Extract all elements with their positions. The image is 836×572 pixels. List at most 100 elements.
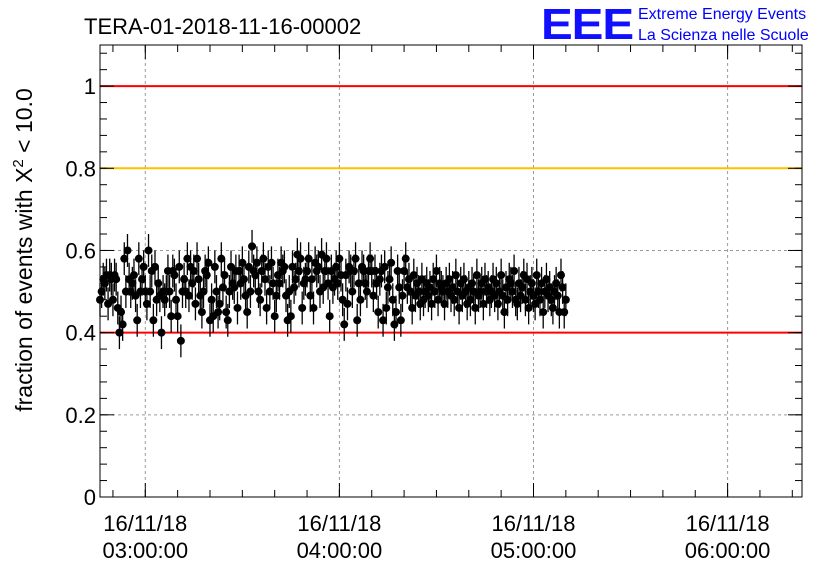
data-point [322, 254, 331, 263]
data-point [233, 303, 242, 312]
data-point [382, 303, 391, 312]
data-point [398, 291, 407, 300]
y-axis-title: fraction of events with X2 < 10.0 [10, 88, 37, 412]
x-tick-date: 16/11/18 [103, 511, 187, 536]
data-point [144, 246, 153, 255]
data-point [134, 254, 143, 263]
data-point [388, 295, 397, 304]
data-point [275, 279, 284, 288]
x-tick-date: 16/11/18 [297, 511, 381, 536]
data-point [508, 287, 517, 296]
data-point [193, 254, 202, 263]
data-point [380, 262, 389, 271]
data-point [248, 242, 257, 251]
data-point [150, 262, 159, 271]
data-point [197, 308, 206, 317]
data-point [142, 299, 151, 308]
data-point [294, 267, 303, 275]
data-point [149, 316, 158, 325]
data-point [500, 308, 509, 317]
x-tick-time: 05:00:00 [491, 538, 577, 563]
x-tick-date: 16/11/18 [491, 511, 575, 536]
data-point [254, 287, 263, 296]
y-tick-label: 1 [84, 74, 96, 99]
data-point [220, 271, 229, 280]
data-point [202, 271, 211, 280]
x-tick-time: 06:00:00 [685, 538, 771, 563]
x-tick-date: 16/11/18 [686, 511, 770, 536]
data-point [503, 295, 512, 304]
data-point [440, 299, 449, 308]
data-point [194, 275, 203, 284]
data-point [492, 279, 501, 288]
data-point [183, 254, 192, 263]
data-point [387, 258, 396, 267]
data-point [239, 275, 248, 284]
data-point [199, 287, 208, 296]
data-point [117, 308, 126, 317]
eee-logo-line1: Extreme Energy Events [638, 6, 806, 23]
data-point [333, 279, 342, 288]
data-point [243, 308, 252, 317]
data-point [493, 299, 502, 308]
data-point [468, 279, 477, 288]
data-point [374, 308, 383, 317]
data-point [427, 299, 436, 308]
data-point [513, 299, 522, 308]
data-point [401, 254, 410, 263]
data-point [459, 275, 468, 284]
data-point [450, 295, 459, 304]
data-point [280, 262, 289, 271]
y-tick-label: 0.2 [65, 403, 96, 428]
data-point [343, 299, 352, 308]
data-point [392, 308, 401, 317]
data-point [204, 258, 213, 267]
data-point [369, 291, 378, 300]
reference-lines [100, 85, 802, 334]
data-point [217, 254, 226, 263]
data-point [379, 316, 388, 325]
data-point [259, 254, 268, 263]
y-tick-label: 0 [84, 485, 96, 510]
x-tick-time: 04:00:00 [297, 538, 383, 563]
y-tick-label: 0.8 [65, 156, 96, 181]
data-point [351, 254, 360, 263]
data-point [558, 283, 567, 292]
data-point [471, 303, 480, 312]
data-point [265, 287, 274, 296]
data-point [532, 271, 541, 280]
data-point [191, 299, 200, 308]
data-point [356, 295, 365, 304]
data-point [260, 275, 269, 284]
data-point [267, 258, 276, 267]
data-point [556, 271, 565, 280]
data-point [167, 312, 176, 321]
data-point [409, 271, 418, 280]
data-point [307, 275, 316, 284]
data-point [521, 295, 530, 304]
chart-title: TERA-01-2018-11-16-00002 [84, 14, 361, 39]
data-point [553, 291, 562, 300]
data-point [252, 258, 261, 267]
data-point [396, 316, 405, 325]
data-point [160, 295, 169, 304]
data-point [256, 295, 265, 304]
data-point [314, 262, 323, 271]
data-point [366, 254, 375, 263]
data-point [348, 287, 357, 296]
data-point [472, 271, 481, 280]
data-point [296, 254, 305, 263]
data-point [108, 295, 117, 304]
data-point [298, 303, 307, 312]
data-point [353, 316, 362, 325]
data-point [335, 254, 344, 263]
data-point [325, 312, 334, 321]
data-point [309, 303, 318, 312]
data-point [451, 271, 460, 280]
data-point [340, 320, 349, 329]
data-point [272, 291, 281, 300]
data-point [123, 246, 132, 255]
data-point [180, 275, 189, 284]
y-tick-label: 0.4 [65, 321, 96, 346]
